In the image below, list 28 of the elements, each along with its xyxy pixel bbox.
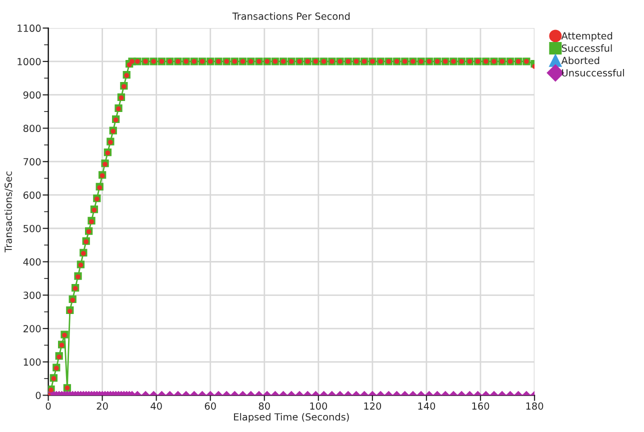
- x-axis-title: Elapsed Time (Seconds): [234, 413, 349, 422]
- y-tick-label: 600: [23, 191, 41, 199]
- x-tick-label: 160: [472, 402, 490, 410]
- y-tick-label: 500: [24, 224, 41, 232]
- y-axis-title: Transactions/Sec: [4, 172, 13, 252]
- y-tick-label: 0: [36, 392, 41, 400]
- y-tick-label: 300: [24, 292, 41, 299]
- x-tick-label: 0: [46, 402, 51, 410]
- x-tick-label: 80: [258, 402, 270, 410]
- y-tick-label: 1100: [18, 24, 41, 32]
- x-tick-label: 20: [96, 402, 108, 410]
- x-tick-label: 120: [364, 402, 382, 410]
- y-tick-label: 900: [23, 91, 41, 99]
- legend-label: Aborted: [561, 56, 600, 64]
- y-tick-label: 1000: [18, 58, 41, 66]
- y-tick-label: 700: [24, 158, 41, 166]
- y-tick-label: 200: [24, 324, 41, 332]
- y-tick-label: 400: [23, 258, 41, 266]
- y-tick-label: 100: [24, 358, 41, 366]
- x-tick-label: 60: [204, 402, 216, 410]
- legend-label: Attempted: [561, 32, 612, 42]
- x-tick-label: 140: [418, 402, 436, 410]
- chart-title: Transactions Per Second: [232, 12, 350, 20]
- x-tick-label: 180: [526, 402, 544, 410]
- y-tick-label: 800: [23, 124, 41, 132]
- x-tick-label: 40: [150, 402, 162, 410]
- x-tick-label: 100: [310, 402, 328, 410]
- legend-label: Successful: [562, 44, 612, 52]
